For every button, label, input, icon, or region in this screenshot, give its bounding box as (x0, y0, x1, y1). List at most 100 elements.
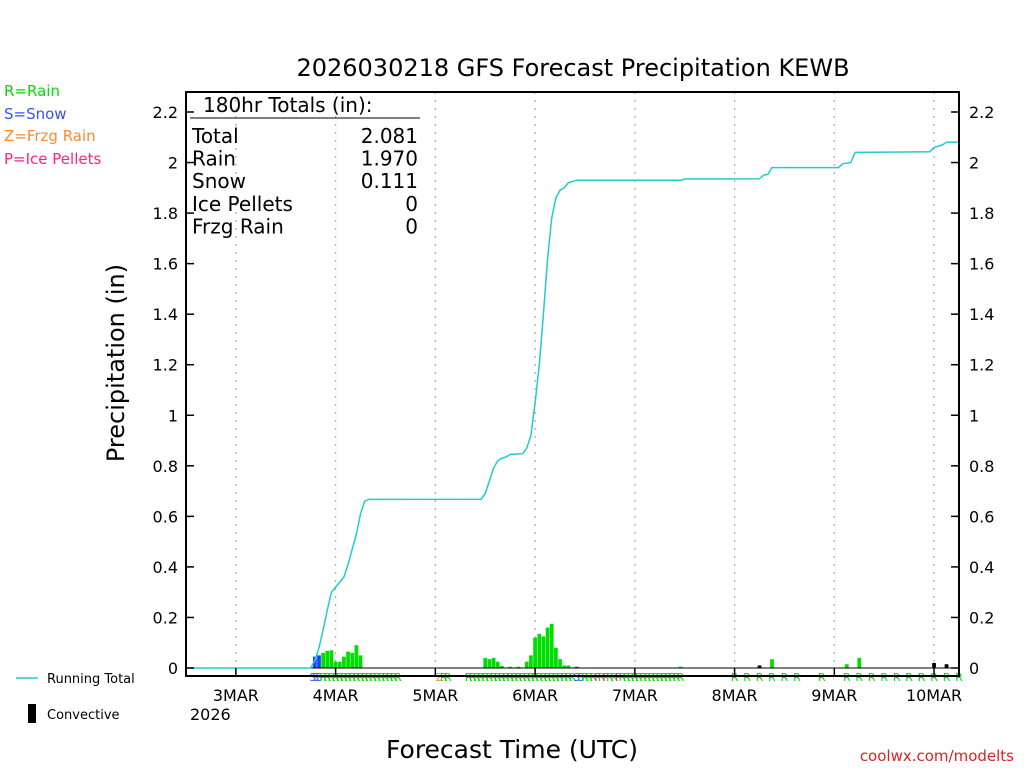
x-axis-title: Forecast Time (UTC) (386, 735, 638, 764)
precip-bar (524, 661, 529, 668)
y-tick-label-left: 0.2 (153, 608, 178, 627)
ptype-marker: R (377, 671, 385, 684)
legend-snow: S=Snow (4, 105, 67, 123)
chart-title: 2026030218 GFS Forecast Precipitation KE… (296, 54, 849, 82)
legend-frzg-rain: Z=Frzg Rain (4, 127, 96, 145)
y-tick-label-left: 1.2 (153, 356, 178, 375)
precip-bar (337, 661, 342, 668)
ptype-marker: R (365, 671, 373, 684)
totals-row-value: 2.081 (361, 124, 418, 148)
x-tick-label: 10MAR (906, 686, 962, 705)
x-tick-label: 3MAR (213, 686, 259, 705)
ptype-marker: R (548, 671, 556, 684)
x-tick-label: 7MAR (612, 686, 658, 705)
ptype-marker: R (332, 671, 340, 684)
precip-bar (549, 623, 554, 668)
totals-row-value: 0 (405, 214, 418, 238)
precip-bar (358, 655, 363, 668)
convective-legend-label: Convective (47, 708, 120, 723)
precip-bar (329, 650, 334, 668)
ptype-marker: R (880, 671, 888, 684)
y-tick-label-left: 2 (168, 154, 178, 173)
ptype-marker: R (565, 671, 573, 684)
totals-row-label: Ice Pellets (192, 192, 293, 216)
precip-bar (770, 659, 774, 668)
ptype-marker: R (868, 671, 876, 684)
ptype-marker: R (656, 671, 664, 684)
totals-row-value: 1.970 (361, 147, 418, 171)
ptype-marker: R (619, 671, 627, 684)
ptype-marker: R (486, 671, 494, 684)
y-tick-label-right: 0 (969, 659, 979, 678)
ptype-marker: P (594, 671, 601, 684)
precip-bar (932, 662, 936, 668)
ptype-marker: R (598, 671, 606, 684)
ptype-marker: R (556, 671, 564, 684)
x-tick-label: 6MAR (512, 686, 558, 705)
precip-bar (562, 665, 567, 668)
precip-bar (350, 652, 355, 668)
plot-frame (185, 91, 960, 677)
ptype-marker: S (315, 671, 322, 684)
precip-bar (508, 666, 513, 668)
ptype-marker: R (664, 671, 672, 684)
y-tick-label-right: 2.2 (969, 103, 994, 122)
totals-box: 180hr Totals (in): Total 2.081 Rain 1.970 Sn… (190, 93, 420, 238)
precip-bar (317, 655, 321, 668)
precip-bar (844, 664, 849, 668)
precip-bar (944, 664, 949, 668)
ptype-marker: R (440, 671, 448, 684)
precip-bar (574, 666, 579, 668)
y-tick-label-right: 0.6 (969, 507, 994, 526)
ptype-marker: R (494, 671, 502, 684)
ptype-marker: R (506, 671, 514, 684)
x-axis: 3MAR 4MAR 5MAR 6MAR 7MAR 8MAR 9MAR 10MAR (213, 668, 962, 705)
ptype-marker: R (348, 671, 356, 684)
ptype-marker: R (918, 671, 926, 684)
ptype-marker: R (606, 671, 614, 684)
y-tick-label-left: 1 (168, 406, 178, 425)
ptype-marker: R (527, 671, 535, 684)
x-tick-label: 4MAR (313, 686, 359, 705)
ptype-marker: R (768, 671, 776, 684)
y-tick-label-right: 1.4 (969, 305, 994, 324)
ptype-marker: R (481, 671, 489, 684)
y-tick-label-left: 0.6 (153, 507, 178, 526)
x-tick-label: 8MAR (712, 686, 758, 705)
ptype-marker: R (477, 671, 485, 684)
y-tick-label-left: 0.8 (153, 457, 178, 476)
ptype-marker: R (639, 671, 647, 684)
ptype-marker: R (585, 671, 593, 684)
precip-bar (857, 657, 862, 668)
ptype-marker: R (589, 671, 597, 684)
ptype-marker: R (668, 671, 676, 684)
y-tick-label-right: 1.6 (969, 255, 994, 274)
ptype-marker: R (569, 671, 577, 684)
precip-bar (346, 651, 350, 668)
ptype-marker: R (743, 671, 751, 684)
ptype-marker: R (930, 671, 938, 684)
y-tick-label-right: 0.2 (969, 608, 994, 627)
ptype-marker: Z (436, 671, 444, 684)
y-axis-left: 0 0.2 0.4 0.6 0.8 1 1.2 1.4 1.6 1.8 2 2.2 (153, 103, 194, 678)
ptype-marker: R (818, 671, 826, 684)
ptype-marker: R (943, 671, 951, 684)
precip-bar (342, 656, 346, 668)
ptype-marker: R (369, 671, 377, 684)
y-tick-label-right: 1.2 (969, 356, 994, 375)
y-tick-label-right: 1.8 (969, 204, 994, 223)
y-tick-label-right: 0.4 (969, 558, 994, 577)
precip-bar (354, 645, 359, 668)
y-tick-label-right: 2 (969, 154, 979, 173)
ptype-marker: R (323, 671, 331, 684)
ptype-marker: R (357, 671, 365, 684)
running-total-legend-label: Running Total (47, 672, 135, 687)
ptype-marker: R (390, 671, 398, 684)
precip-bar (558, 659, 562, 668)
y-tick-label-left: 1.4 (153, 305, 178, 324)
ptype-marker: R (328, 671, 336, 684)
running-total-line (186, 141, 960, 669)
ptype-marker: R (490, 671, 498, 684)
totals-heading: 180hr Totals (in): (203, 93, 373, 117)
ptype-marker: R (652, 671, 660, 684)
